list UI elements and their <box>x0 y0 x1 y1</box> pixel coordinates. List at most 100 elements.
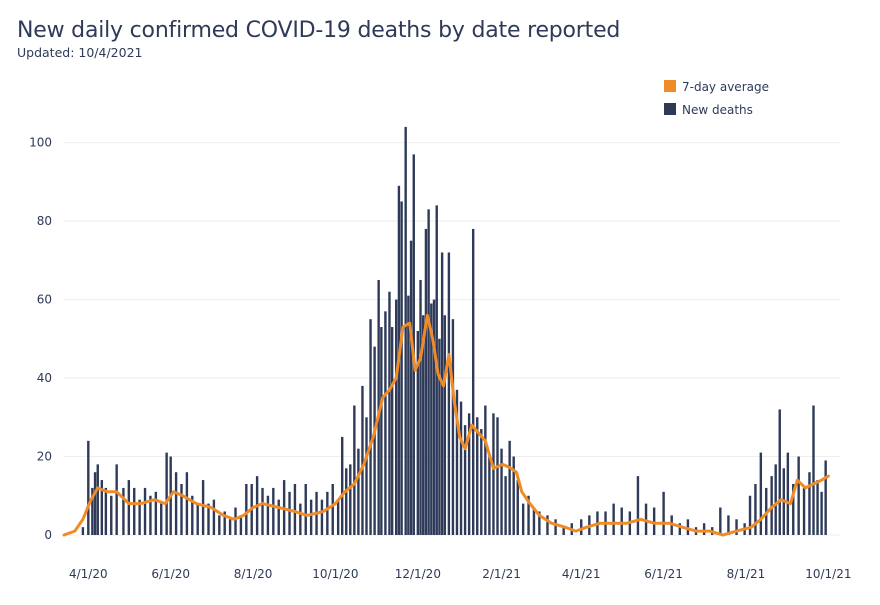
bar-new-deaths <box>104 487 108 535</box>
bar-new-deaths <box>380 327 383 535</box>
bar-new-deaths <box>554 519 557 535</box>
bar-new-deaths <box>812 405 815 535</box>
bar-new-deaths <box>412 154 415 535</box>
bar-new-deaths <box>484 405 487 535</box>
bar-new-deaths <box>508 440 511 535</box>
x-tick-label: 2/1/21 <box>482 567 521 581</box>
bar-new-deaths <box>802 487 806 535</box>
x-tick-label: 8/1/20 <box>234 567 273 581</box>
x-tick-label: 10/1/20 <box>312 567 358 581</box>
bar-new-deaths <box>463 425 467 535</box>
bar-new-deaths <box>797 456 800 535</box>
bar-new-deaths <box>245 483 248 535</box>
line-7-day-average-path <box>62 313 830 537</box>
bar-new-deaths <box>816 480 819 535</box>
bar-new-deaths <box>521 503 525 535</box>
bar-new-deaths <box>388 291 391 535</box>
bar-new-deaths <box>719 507 722 535</box>
bar-new-deaths <box>808 472 811 535</box>
bar-new-deaths <box>409 240 413 535</box>
bar-new-deaths <box>476 417 479 535</box>
bar-new-deaths <box>407 295 410 535</box>
bar-new-deaths <box>754 483 757 535</box>
bar-new-deaths <box>786 452 790 535</box>
bar-new-deaths <box>228 519 232 535</box>
bar-new-deaths <box>546 515 549 535</box>
bar-new-deaths <box>662 491 665 535</box>
bar-new-deaths <box>727 515 730 535</box>
bar-new-deaths <box>488 456 491 535</box>
x-tick-label: 10/1/21 <box>805 567 851 581</box>
bar-new-deaths <box>500 448 503 535</box>
y-tick-label: 40 <box>37 371 52 385</box>
bar-new-deaths <box>288 491 291 535</box>
bar-new-deaths <box>416 330 420 535</box>
bar-new-deaths <box>496 417 499 535</box>
bar-new-deaths <box>349 464 352 535</box>
bar-new-deaths <box>455 389 459 535</box>
bar-new-deaths <box>400 201 403 535</box>
bar-new-deaths <box>504 476 507 535</box>
bars-new-deaths <box>81 126 827 536</box>
bar-new-deaths <box>443 315 447 535</box>
y-axis-ticks: 0 20 40 60 80 100 <box>29 136 52 542</box>
chart-title: New daily confirmed COVID-19 deaths by d… <box>17 18 621 43</box>
x-tick-label: 8/1/21 <box>727 567 766 581</box>
bar-new-deaths <box>110 495 113 535</box>
bar-new-deaths <box>223 511 226 535</box>
bar-new-deaths <box>459 401 463 535</box>
bar-new-deaths <box>122 487 125 535</box>
bar-new-deaths <box>326 491 329 535</box>
bar-new-deaths <box>218 515 221 535</box>
bar-new-deaths <box>115 464 118 535</box>
bar-new-deaths <box>538 511 541 535</box>
bar-new-deaths <box>467 413 471 535</box>
chart-subtitle: Updated: 10/4/2021 <box>17 45 143 60</box>
x-tick-label: 12/1/20 <box>395 567 441 581</box>
bar-new-deaths <box>562 527 565 535</box>
bar-new-deaths <box>652 507 656 535</box>
bar-new-deaths <box>432 299 436 535</box>
x-tick-label: 4/1/21 <box>562 567 601 581</box>
bar-new-deaths <box>532 507 536 535</box>
bar-new-deaths <box>438 338 441 535</box>
bar-new-deaths <box>174 472 178 535</box>
bar-new-deaths <box>272 487 275 535</box>
y-tick-label: 20 <box>37 450 52 464</box>
bar-new-deaths <box>527 495 530 535</box>
bar-new-deaths <box>293 483 297 535</box>
bar-new-deaths <box>320 499 324 535</box>
x-tick-label: 4/1/20 <box>69 567 108 581</box>
bar-new-deaths <box>196 503 199 535</box>
bar-new-deaths <box>440 252 444 535</box>
bar-new-deaths <box>201 480 205 535</box>
bar-new-deaths <box>820 491 823 535</box>
y-tick-label: 100 <box>29 136 52 150</box>
bar-new-deaths <box>133 487 136 535</box>
bar-new-deaths <box>365 417 368 535</box>
bar-new-deaths <box>239 515 243 535</box>
legend-swatch-new-deaths <box>664 103 676 115</box>
bar-new-deaths <box>702 523 706 535</box>
legend: 7-day average New deaths <box>664 80 769 117</box>
bar-new-deaths <box>234 507 237 535</box>
bar-new-deaths <box>620 507 623 535</box>
bar-new-deaths <box>357 448 360 535</box>
bar-new-deaths <box>748 495 752 535</box>
bar-new-deaths <box>377 279 380 535</box>
bar-new-deaths <box>451 319 455 535</box>
bar-new-deaths <box>480 429 483 535</box>
bar-new-deaths <box>304 483 307 535</box>
bar-new-deaths <box>492 413 495 535</box>
bar-new-deaths <box>149 495 152 535</box>
bar-new-deaths <box>180 483 183 535</box>
bar-new-deaths <box>331 483 334 535</box>
bar-new-deaths <box>419 279 422 535</box>
x-tick-label: 6/1/21 <box>644 567 683 581</box>
bar-new-deaths <box>336 499 340 535</box>
bar-new-deaths <box>824 460 827 535</box>
bar-new-deaths <box>612 503 615 535</box>
bar-new-deaths <box>353 405 356 535</box>
line-7-day-average <box>62 313 830 537</box>
bar-new-deaths <box>516 480 519 535</box>
